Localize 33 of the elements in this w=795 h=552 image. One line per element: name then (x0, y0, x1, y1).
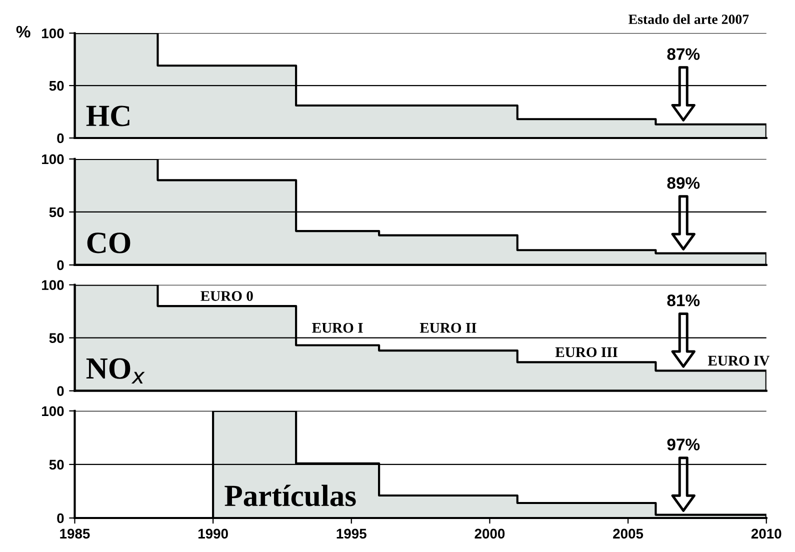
x-tick-label: 1985 (60, 528, 90, 539)
y-tick-label: 100 (42, 406, 64, 416)
x-tick-label: 1995 (336, 528, 366, 539)
x-tick-label: 2000 (474, 528, 505, 539)
x-tick-label: 1990 (198, 528, 228, 539)
annotation: EURO III (555, 347, 618, 358)
y-tick-label: 50 (49, 460, 64, 470)
annotation: CO (87, 232, 130, 254)
annotation: Partículas (224, 484, 356, 506)
annotation: EURO I (312, 322, 363, 333)
annotation: 87% (667, 48, 700, 60)
y-tick-label: 100 (42, 154, 64, 164)
y-tick-label: 50 (49, 333, 64, 343)
chart-title: Estado del arte 2007 (628, 14, 749, 24)
annotation: HC (86, 106, 130, 126)
y-tick-label: 0 (57, 386, 64, 396)
y-tick-label: 100 (42, 280, 64, 290)
annotation: 89% (667, 177, 700, 189)
y-tick-label: 0 (57, 513, 64, 524)
y-tick-label: 0 (57, 133, 64, 144)
annotation: 81% (667, 294, 700, 306)
annotation: 97% (667, 438, 700, 450)
y-tick-label: 50 (49, 207, 64, 218)
y-tick-label: 0 (57, 260, 64, 270)
y-axis-title: % (16, 26, 30, 38)
y-tick-label: 50 (49, 80, 64, 91)
annotation: NO$_{x}$ (86, 358, 145, 384)
annotation: EURO II (420, 322, 476, 333)
annotation: EURO 0 (200, 291, 253, 301)
x-tick-label: 2010 (751, 528, 782, 539)
y-tick-label: 100 (42, 28, 64, 38)
x-tick-label: 2005 (613, 528, 644, 539)
annotation: EURO IV (708, 356, 770, 366)
